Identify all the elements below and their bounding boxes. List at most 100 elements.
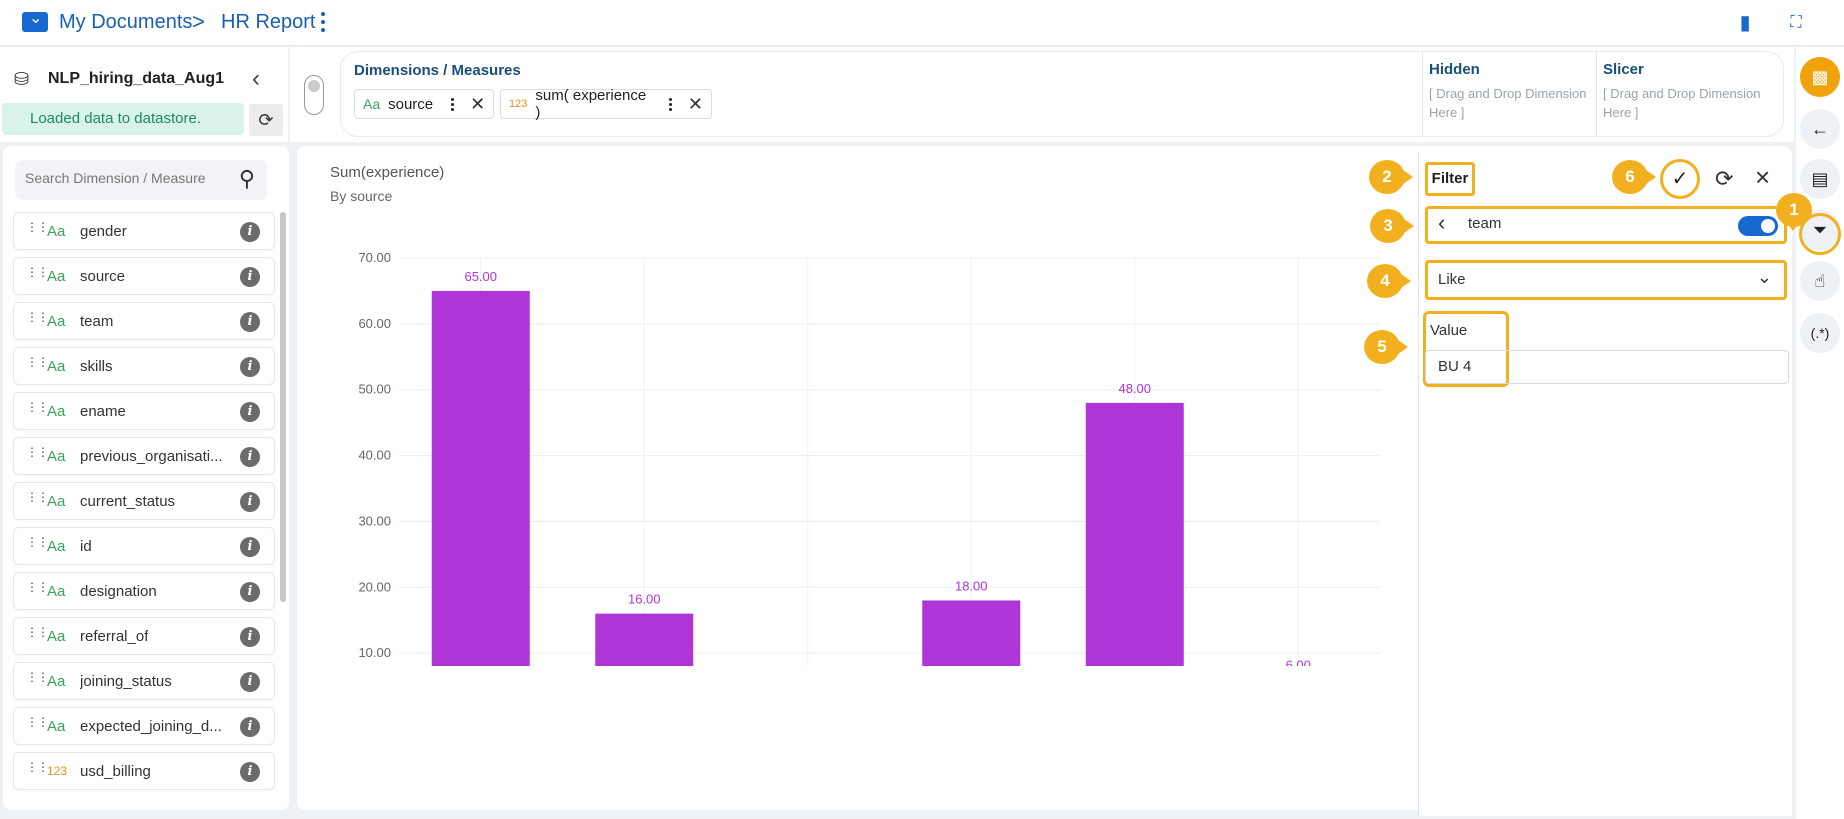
field-item-current-status[interactable]: ⋮⋮ Aa current_status i [13, 482, 275, 520]
info-icon[interactable]: i [240, 222, 260, 242]
field-item-source[interactable]: ⋮⋮ Aa source i [13, 257, 275, 295]
field-name: expected_joining_d... [80, 718, 222, 735]
field-item-gender[interactable]: ⋮⋮ Aa gender i [13, 212, 275, 250]
field-name: designation [80, 583, 157, 600]
field-name: referral_of [80, 628, 149, 645]
field-item-team[interactable]: ⋮⋮ Aa team i [13, 302, 275, 340]
bar-chart: 010.0020.0030.0040.0050.0060.0070.0065.0… [358, 250, 1380, 666]
info-icon[interactable]: i [240, 492, 260, 512]
measure-chip-experience[interactable]: 123 sum( experience ) ✕ [500, 87, 712, 121]
properties-icon[interactable]: ▩ [1800, 57, 1840, 97]
field-item-id[interactable]: ⋮⋮ Aa id i [13, 527, 275, 565]
drag-handle-icon[interactable]: ⋮⋮ [26, 400, 49, 414]
callout-4: 4 [1367, 264, 1411, 298]
fullscreen-icon[interactable]: ⛶ [1790, 14, 1802, 31]
breadcrumb-root[interactable]: My Documents [59, 11, 193, 33]
info-icon[interactable]: i [240, 717, 260, 737]
field-item-referral-of[interactable]: ⋮⋮ Aa referral_of i [13, 617, 275, 655]
filter-value-input[interactable]: BU 4 [1425, 350, 1789, 384]
field-name: skills [80, 358, 113, 375]
chip-menu-icon[interactable] [451, 97, 455, 111]
slicer-drop-zone[interactable]: Slicer [ Drag and Drop Dimension Here ] [1596, 51, 1776, 137]
bar-indeed[interactable] [922, 600, 1021, 666]
info-icon[interactable]: i [240, 357, 260, 377]
info-icon[interactable]: i [240, 762, 260, 782]
report-menu-icon[interactable] [320, 12, 326, 32]
filter-title: Filter [1425, 162, 1475, 196]
dimensions-title: Dimensions / Measures [354, 62, 521, 79]
drag-handle-icon[interactable]: ⋮⋮ [26, 310, 49, 324]
info-icon[interactable]: i [240, 312, 260, 332]
field-list-scrollbar[interactable] [280, 212, 286, 602]
dimension-toggle[interactable] [304, 75, 324, 115]
info-icon[interactable]: i [240, 447, 260, 467]
search-icon[interactable]: ⚲ [238, 166, 255, 191]
back-icon[interactable]: ‹ [1438, 210, 1446, 235]
drag-handle-icon[interactable]: ⋮⋮ [26, 580, 49, 594]
operator-select[interactable]: Like ⌄ [1425, 260, 1787, 300]
field-item-designation[interactable]: ⋮⋮ Aa designation i [13, 572, 275, 610]
bar-bdb[interactable] [1085, 402, 1184, 666]
search-box: ⚲ [15, 160, 267, 200]
apply-filter-icon[interactable]: ✓ [1660, 159, 1700, 199]
info-icon[interactable]: i [240, 627, 260, 647]
close-filter-icon[interactable]: × [1755, 162, 1771, 192]
drag-handle-icon[interactable]: ⋮⋮ [26, 535, 49, 549]
filter-enable-toggle[interactable] [1738, 216, 1778, 236]
bar-value-label: 6.00 [1286, 657, 1311, 666]
collapse-panel-icon[interactable]: ‹ [252, 65, 260, 92]
chevron-down-icon[interactable]: ⌄ [1756, 267, 1772, 287]
drag-handle-icon[interactable]: ⋮⋮ [26, 445, 49, 459]
text-type-icon: Aa [47, 538, 66, 555]
dimensions-bar: Dimensions / Measures Aa source ✕ 123 su… [290, 47, 1794, 142]
field-item-ename[interactable]: ⋮⋮ Aa ename i [13, 392, 275, 430]
drag-handle-icon[interactable]: ⋮⋮ [26, 715, 49, 729]
drag-handle-icon[interactable]: ⋮⋮ [26, 760, 49, 774]
field-name: gender [80, 223, 127, 240]
field-name: previous_organisati... [80, 448, 223, 465]
field-item-usd-billing[interactable]: ⋮⋮ 123 usd_billing i [13, 752, 275, 790]
filter-field-row[interactable]: ‹ team [1425, 206, 1787, 244]
bar-referral[interactable] [431, 290, 530, 666]
text-type-icon: Aa [47, 403, 66, 420]
database-icon: ⛁ [14, 69, 30, 89]
field-item-joining-status[interactable]: ⋮⋮ Aa joining_status i [13, 662, 275, 700]
folder-icon[interactable] [22, 8, 48, 32]
refresh-dataset-button[interactable]: ⟳ [249, 104, 283, 136]
interaction-icon[interactable]: ☝ [1800, 261, 1840, 301]
drag-handle-icon[interactable]: ⋮⋮ [26, 625, 49, 639]
text-type-icon: Aa [47, 268, 66, 285]
reset-filter-icon[interactable]: ⟳ [1715, 166, 1734, 191]
remove-chip-icon[interactable]: ✕ [470, 93, 486, 114]
drag-handle-icon[interactable]: ⋮⋮ [26, 265, 49, 279]
callout-6: 6 [1612, 160, 1656, 194]
info-icon[interactable]: i [240, 267, 260, 287]
field-name: current_status [80, 493, 176, 510]
drag-handle-icon[interactable]: ⋮⋮ [26, 670, 49, 684]
dimension-chip-source[interactable]: Aa source ✕ [354, 89, 494, 119]
top-bar: My Documents > HR Report ▮ ⛶ [0, 0, 1844, 46]
info-icon[interactable]: i [240, 672, 260, 692]
chart-icon[interactable]: ▤ [1800, 159, 1840, 199]
value-label: Value [1430, 322, 1468, 339]
filter-panel: Filter ✓ ⟳ × ‹ team Like ⌄ Value BU 4 [1418, 152, 1792, 816]
chip-menu-icon[interactable] [668, 97, 672, 111]
field-item-previous-organisati[interactable]: ⋮⋮ Aa previous_organisati... i [13, 437, 275, 475]
drag-handle-icon[interactable]: ⋮⋮ [26, 220, 49, 234]
breadcrumb-current[interactable]: HR Report [221, 11, 316, 33]
field-item-skills[interactable]: ⋮⋮ Aa skills i [13, 347, 275, 385]
drag-handle-icon[interactable]: ⋮⋮ [26, 355, 49, 369]
remove-chip-icon[interactable]: ✕ [687, 93, 703, 114]
text-type-icon: Aa [47, 673, 66, 690]
back-arrow-icon[interactable]: ← [1800, 109, 1840, 149]
comment-icon[interactable]: ▮ [1739, 12, 1751, 34]
info-icon[interactable]: i [240, 582, 260, 602]
drag-handle-icon[interactable]: ⋮⋮ [26, 490, 49, 504]
search-input[interactable] [25, 170, 225, 186]
regex-icon[interactable]: (.*) [1800, 313, 1840, 353]
info-icon[interactable]: i [240, 537, 260, 557]
info-icon[interactable]: i [240, 402, 260, 422]
hidden-drop-zone[interactable]: Hidden [ Drag and Drop Dimension Here ] [1422, 51, 1598, 137]
field-item-expected-joining-d[interactable]: ⋮⋮ Aa expected_joining_d... i [13, 707, 275, 745]
bar-orgspire[interactable] [595, 613, 694, 666]
